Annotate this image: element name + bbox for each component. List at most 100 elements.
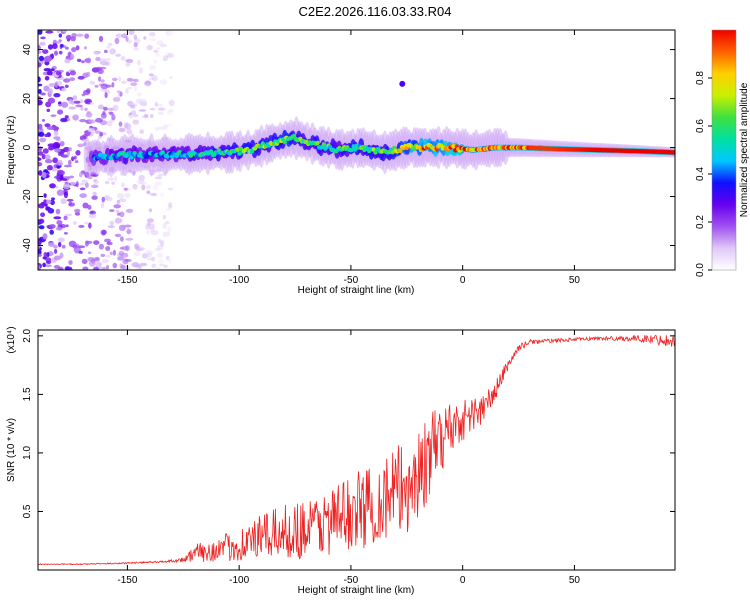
spectrogram-noise-cell: [158, 111, 164, 115]
snr-x-ticks: -150 -100 -50 0 50: [117, 330, 580, 586]
spectrogram-noise-cell: [53, 216, 62, 220]
spectrogram-noise-cell: [138, 67, 143, 74]
spectrogram-noise-cell: [63, 164, 72, 168]
spectrogram-noise-cell: [79, 193, 87, 199]
snr-y-ticks: 0.5 1.0 1.5 2.0: [22, 328, 675, 518]
spectrogram-ridge-cell: [209, 149, 214, 154]
spectrogram-noise-cell: [38, 30, 43, 35]
spectrogram-noise-cell: [153, 60, 157, 64]
spectrogram-noise-cell: [94, 258, 100, 262]
spectrogram-noise-cell: [91, 184, 99, 189]
spectrogram-noise-cell: [58, 241, 62, 248]
spectrogram-noise-cell: [77, 245, 86, 249]
spectrogram-noise-cell: [101, 258, 109, 264]
spectrogram-noise-cell: [134, 243, 140, 250]
spectrogram-noise-cell: [57, 101, 62, 105]
spectrogram-noise-cell: [54, 248, 58, 254]
snr-x-tick-label: 50: [569, 575, 581, 586]
spectrogram-noise-cell: [61, 244, 66, 249]
spectrogram-noise-cell: [159, 79, 168, 85]
spectrogram-noise-cell: [123, 187, 128, 191]
spectrogram-noise-cell: [156, 40, 164, 46]
spectrogram-noise-cell: [98, 76, 102, 82]
spectrogram-noise-cell: [46, 70, 53, 76]
spectrogram-noise-cell: [87, 204, 92, 210]
spectrogram-noise-cell: [38, 170, 43, 176]
spectrogram-noise-cell: [64, 84, 69, 89]
spectrogram-noise-cell: [97, 104, 105, 110]
spectrogram-noise-cell: [86, 57, 92, 64]
spectrogram-noise-cell: [104, 61, 111, 66]
spectrogram-noise-cell: [87, 174, 93, 180]
spectrogram-noise-cell: [143, 36, 147, 40]
spectrogram-noise-cell: [42, 148, 49, 154]
spectrogram-noise-cell: [47, 44, 54, 50]
spectrogram-noise-cell: [49, 199, 55, 206]
snr-y-label: SNR (10 * v/v): [6, 418, 17, 482]
spectrogram-noise-cell: [82, 266, 89, 270]
spectrogram-noise-cell: [158, 238, 162, 244]
spectrogram-y-tick-label: -20: [22, 189, 33, 204]
spectrogram-noise-cell: [118, 76, 122, 82]
spectrogram-noise-cell: [112, 262, 118, 269]
spectrogram-noise-cell: [155, 52, 160, 58]
spectrogram-noise-cell: [99, 132, 103, 137]
spectrogram-noise-cell: [68, 147, 72, 152]
spectrogram-noise-cell: [150, 229, 159, 236]
spectrogram-noise-cell: [133, 85, 138, 92]
spectrogram-noise-cell: [165, 255, 170, 261]
spectrogram-noise-cell: [156, 47, 161, 50]
spectrogram-noise-cell: [157, 244, 164, 251]
spectrogram-noise-cell: [106, 120, 113, 127]
snr-y-tick-label: 0.5: [22, 504, 33, 518]
spectrogram-noise-cell: [38, 161, 43, 167]
spectrogram-noise-cell: [111, 82, 115, 88]
spectrogram-ridge-cell: [129, 155, 134, 160]
spectrogram-noise-cell: [114, 37, 120, 45]
spectrogram-noise-cell: [138, 174, 145, 181]
spectrogram-noise-cell: [117, 256, 124, 261]
spectrogram-noise-cell: [70, 36, 76, 42]
spectrogram-noise-cell: [75, 45, 80, 51]
spectrogram-x-tick-label: -150: [117, 275, 137, 286]
spectrogram-ridge-cell: [321, 142, 327, 147]
spectrogram-noise-cell: [63, 78, 71, 83]
spectrogram-noise-cell: [57, 237, 65, 243]
spectrogram-noise-cell: [83, 89, 91, 96]
spectrogram-noise-cell: [133, 42, 138, 48]
spectrogram-noise-cell: [63, 215, 68, 221]
spectrogram-noise-cell: [111, 181, 115, 185]
spectrogram-noise-cell: [69, 175, 75, 179]
spectrogram-noise-cell: [42, 49, 49, 54]
spectrogram-noise-cell: [155, 103, 163, 107]
spectrogram-noise-cell: [68, 201, 72, 207]
spectrogram-noise-cell: [95, 56, 101, 62]
spectrogram-noise-cell: [114, 217, 122, 224]
spectrogram-noise-cell: [65, 34, 72, 41]
spectrogram-noise-cell: [132, 113, 139, 118]
spectrogram-noise-cell: [72, 114, 79, 121]
spectrogram-heatmap: [38, 30, 675, 270]
spectrogram-noise-cell: [38, 55, 45, 62]
spectrogram-noise-cell: [109, 111, 114, 116]
spectrogram-noise-cell: [136, 59, 141, 66]
spectrogram-noise-cell: [150, 114, 154, 118]
spectrogram-noise-cell: [107, 177, 115, 181]
spectrogram-noise-cell: [144, 80, 152, 87]
spectrogram-noise-cell: [164, 220, 170, 225]
spectrogram-noise-cell: [167, 110, 172, 115]
spectrogram-noise-cell: [44, 159, 53, 164]
spectrogram-noise-cell: [81, 93, 86, 97]
spectrogram-noise-cell: [157, 173, 164, 177]
spectrogram-noise-cell: [56, 220, 63, 226]
spectrogram-noise-cell: [95, 261, 102, 267]
spectrogram-noise-cell: [118, 127, 126, 133]
spectrogram-noise-cell: [38, 157, 42, 162]
spectrogram-noise-cell: [69, 70, 76, 76]
spectrogram-noise-cell: [51, 197, 55, 201]
spectrogram-noise-cell: [125, 62, 131, 67]
spectrogram-noise-cell: [131, 262, 140, 268]
spectrogram-noise-cell: [71, 156, 75, 162]
spectrogram-noise-cell: [38, 203, 45, 209]
spectrogram-noise-cell: [55, 71, 62, 76]
